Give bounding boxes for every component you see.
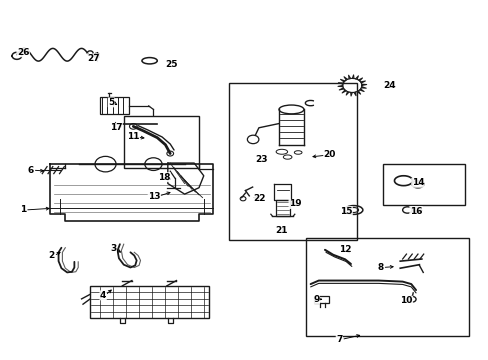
- Text: 22: 22: [253, 194, 265, 203]
- Text: 12: 12: [338, 246, 351, 255]
- Bar: [90, 286, 208, 318]
- Bar: [313, 296, 328, 303]
- Text: 13: 13: [148, 193, 161, 202]
- Text: 19: 19: [288, 199, 301, 208]
- Bar: [305, 238, 468, 336]
- Bar: [229, 83, 356, 240]
- Text: 1: 1: [20, 206, 26, 215]
- Text: 20: 20: [323, 150, 335, 159]
- Text: 3: 3: [110, 244, 116, 253]
- Text: 6: 6: [28, 166, 34, 175]
- Bar: [383, 164, 464, 205]
- Text: 10: 10: [400, 296, 412, 305]
- Text: 27: 27: [87, 54, 100, 63]
- Text: 4: 4: [100, 291, 106, 300]
- Text: 16: 16: [409, 207, 422, 216]
- Text: 21: 21: [275, 226, 287, 235]
- Text: 25: 25: [165, 60, 178, 69]
- Text: 2: 2: [49, 251, 55, 260]
- Text: 8: 8: [377, 263, 383, 272]
- Text: 11: 11: [127, 132, 139, 141]
- Text: 7: 7: [336, 335, 342, 344]
- Bar: [123, 117, 199, 168]
- Text: 24: 24: [382, 81, 395, 90]
- Text: 14: 14: [411, 178, 424, 187]
- Bar: [100, 97, 128, 114]
- Text: 5: 5: [108, 98, 114, 107]
- Text: 23: 23: [255, 155, 267, 164]
- Text: 17: 17: [109, 123, 122, 132]
- Text: 18: 18: [158, 173, 170, 182]
- Text: 26: 26: [17, 48, 29, 57]
- Text: 15: 15: [339, 207, 352, 216]
- Bar: [275, 200, 289, 216]
- Text: 9: 9: [312, 295, 319, 304]
